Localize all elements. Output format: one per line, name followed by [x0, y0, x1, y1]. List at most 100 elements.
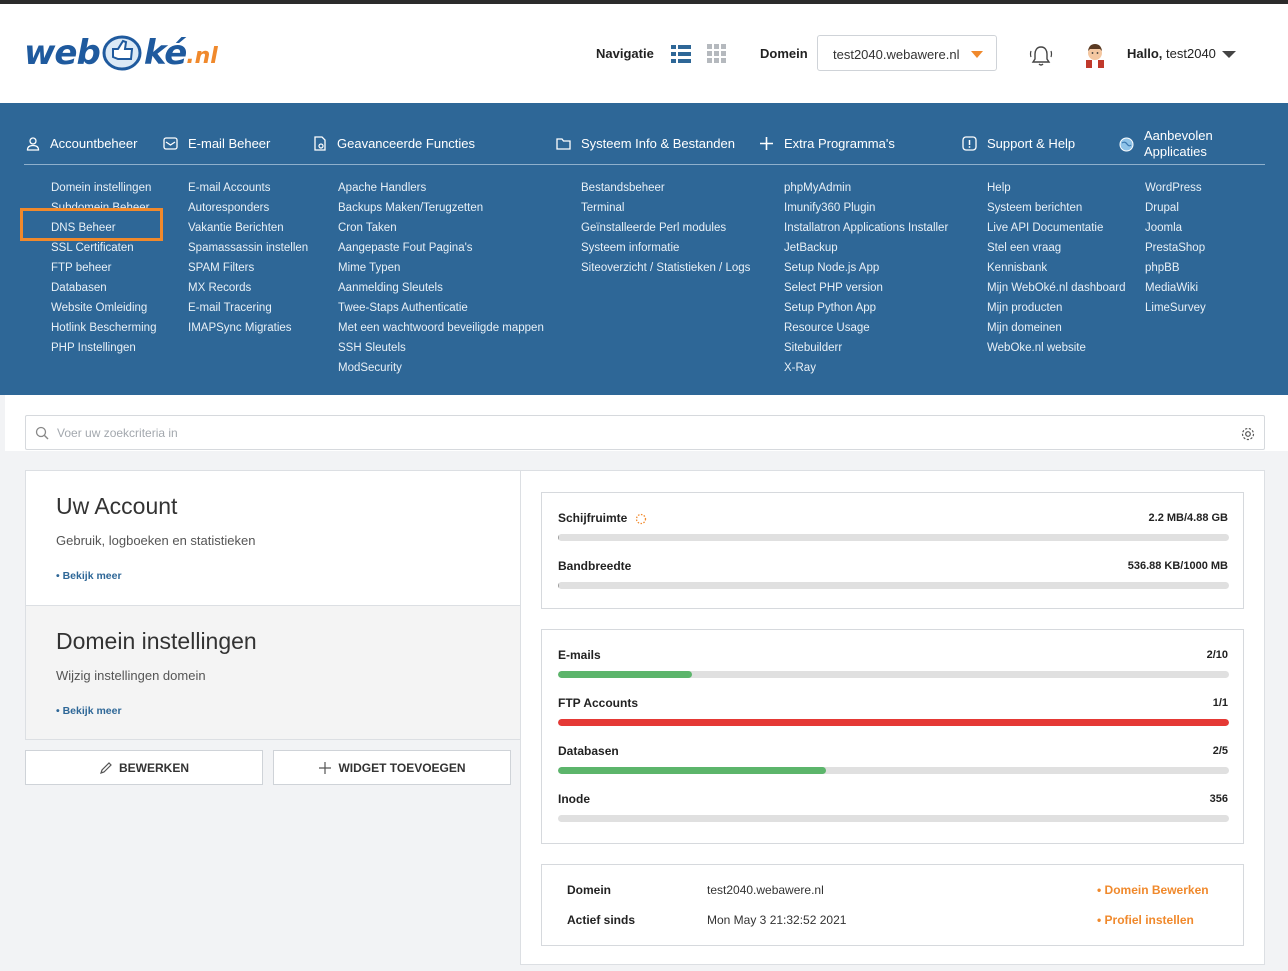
add-widget-button[interactable]: WIDGET TOEVOEGEN: [273, 750, 511, 785]
menu-item[interactable]: SSH Sleutels: [338, 342, 406, 354]
menu-item[interactable]: E-mail Tracering: [188, 302, 272, 314]
menu-item[interactable]: WebOke.nl website: [987, 342, 1086, 354]
inode-bar: [558, 815, 1229, 822]
menu-column-email-beheer: E-mail Accounts Autoresponders Vakantie …: [188, 178, 308, 338]
menu-item[interactable]: Cron Taken: [338, 222, 397, 234]
menu-item[interactable]: SPAM Filters: [188, 262, 255, 274]
menu-item[interactable]: JetBackup: [784, 242, 838, 254]
menu-item[interactable]: Hotlink Bescherming: [51, 322, 157, 334]
menu-item[interactable]: phpBB: [1145, 262, 1180, 274]
menu-column-support-help: Help Systeem berichten Live API Document…: [987, 178, 1126, 358]
domain-card-link[interactable]: • Bekijk meer: [56, 705, 122, 717]
ftp-value: 1/1: [1212, 697, 1228, 709]
pencil-icon: [100, 761, 112, 774]
menu-item[interactable]: SSL Certificaten: [51, 242, 134, 254]
menu-item[interactable]: Terminal: [581, 202, 625, 214]
menu-item[interactable]: Joomla: [1145, 222, 1183, 234]
menu-item[interactable]: Vakantie Berichten: [188, 222, 284, 234]
menu-heading-label: Aanbevolen Applicaties: [1144, 128, 1213, 160]
menu-heading-systeem-info[interactable]: Systeem Info & Bestanden: [556, 136, 735, 151]
menu-item[interactable]: X-Ray: [784, 362, 816, 374]
menu-item[interactable]: Mijn producten: [987, 302, 1063, 314]
menu-item[interactable]: ModSecurity: [338, 362, 402, 374]
menu-item[interactable]: Select PHP version: [784, 282, 883, 294]
user-greeting[interactable]: Hallo, test2040: [1127, 46, 1216, 61]
menu-item[interactable]: Help: [987, 182, 1011, 194]
menu-heading-support-help[interactable]: Support & Help: [962, 136, 1075, 151]
user-menu-chevron-icon[interactable]: [1222, 51, 1236, 58]
logo-text-nl: .nl: [186, 43, 218, 69]
menu-item[interactable]: Aangepaste Fout Pagina's: [338, 242, 473, 254]
menu-item-dns-beheer[interactable]: DNS Beheer: [51, 222, 116, 234]
menu-item[interactable]: Geïnstalleerde Perl modules: [581, 222, 727, 234]
menu-item[interactable]: MX Records: [188, 282, 252, 294]
dns-beheer-highlight: [20, 208, 163, 241]
avatar[interactable]: [1084, 42, 1106, 68]
menu-item[interactable]: Imunify360 Plugin: [784, 202, 876, 214]
menu-item[interactable]: Setup Node.js App: [784, 262, 880, 274]
username: test2040: [1166, 46, 1216, 61]
account-card[interactable]: Uw Account Gebruik, logboeken en statist…: [26, 471, 520, 605]
menu-item[interactable]: Siteoverzicht / Statistieken / Logs: [581, 262, 751, 274]
menu-item[interactable]: Spamassassin instellen: [188, 242, 309, 254]
main-menu: Accountbeheer E-mail Beheer Geavanceerde…: [0, 103, 1288, 395]
grid-view-icon[interactable]: [707, 44, 727, 64]
menu-item[interactable]: FTP beheer: [51, 262, 112, 274]
menu-item[interactable]: WordPress: [1145, 182, 1202, 194]
domain-label: Domein: [760, 46, 808, 61]
menu-item[interactable]: E-mail Accounts: [188, 182, 271, 194]
menu-item[interactable]: IMAPSync Migraties: [188, 322, 292, 334]
menu-item[interactable]: Drupal: [1145, 202, 1179, 214]
menu-item[interactable]: Sitebuilderr: [784, 342, 843, 354]
menu-item[interactable]: Installatron Applications Installer: [784, 222, 949, 234]
menu-item[interactable]: Bestandsbeheer: [581, 182, 665, 194]
menu-item[interactable]: Databasen: [51, 282, 107, 294]
menu-item[interactable]: Stel een vraag: [987, 242, 1062, 254]
menu-item[interactable]: Mijn domeinen: [987, 322, 1062, 334]
menu-item[interactable]: Apache Handlers: [338, 182, 427, 194]
menu-item[interactable]: Aanmelding Sleutels: [338, 282, 443, 294]
menu-item[interactable]: Met een wachtwoord beveiligde mappen: [338, 322, 544, 334]
profile-settings-link[interactable]: • Profiel instellen: [1097, 913, 1194, 927]
menu-item[interactable]: Mijn WebOké.nl dashboard: [987, 282, 1126, 294]
domain-settings-card[interactable]: Domein instellingen Wijzig instellingen …: [26, 605, 520, 739]
menu-item[interactable]: Setup Python App: [784, 302, 877, 314]
info-since-value: Mon May 3 21:32:52 2021: [707, 913, 847, 927]
menu-item[interactable]: MediaWiki: [1145, 282, 1199, 294]
menu-item[interactable]: Backups Maken/Terugzetten: [338, 202, 484, 214]
bell-icon[interactable]: [1028, 43, 1054, 69]
folder-icon: [556, 138, 571, 150]
menu-item[interactable]: Autoresponders: [188, 202, 270, 214]
user-icon: [26, 136, 40, 151]
menu-item[interactable]: LimeSurvey: [1145, 302, 1206, 314]
menu-item[interactable]: Website Omleiding: [51, 302, 148, 314]
menu-heading-email-beheer[interactable]: E-mail Beheer: [163, 136, 270, 151]
menu-heading-accountbeheer[interactable]: Accountbeheer: [26, 136, 137, 151]
menu-item[interactable]: Mime Typen: [338, 262, 401, 274]
gear-icon[interactable]: [1240, 426, 1256, 442]
menu-heading-geavanceerde-functies[interactable]: Geavanceerde Functies: [313, 136, 475, 151]
domain-edit-link[interactable]: • Domein Bewerken: [1097, 883, 1209, 897]
logo-text-web: web: [24, 33, 101, 73]
menu-heading-extra-programmas[interactable]: Extra Programma's: [759, 136, 895, 151]
menu-item[interactable]: phpMyAdmin: [784, 182, 852, 194]
menu-item[interactable]: Systeem informatie: [581, 242, 680, 254]
logo[interactable]: web ké .nl: [24, 28, 218, 78]
search-icon: [35, 426, 49, 440]
menu-item[interactable]: PrestaShop: [1145, 242, 1206, 254]
menu-item[interactable]: Twee-Staps Authenticatie: [338, 302, 468, 314]
domain-select[interactable]: test2040.webawere.nl: [817, 35, 997, 71]
search-input[interactable]: Voer uw zoekcriteria in: [25, 415, 1265, 450]
menu-column-geavanceerde-functies: Apache Handlers Backups Maken/Terugzette…: [338, 178, 544, 378]
account-card-link[interactable]: • Bekijk meer: [56, 570, 122, 582]
list-view-icon[interactable]: [671, 44, 691, 64]
menu-item[interactable]: Systeem berichten: [987, 202, 1083, 214]
domain-card-title: Domein instellingen: [56, 628, 257, 654]
edit-button[interactable]: BEWERKEN: [25, 750, 263, 785]
menu-item[interactable]: Live API Documentatie: [987, 222, 1104, 234]
menu-item[interactable]: Kennisbank: [987, 262, 1048, 274]
menu-item[interactable]: Resource Usage: [784, 322, 870, 334]
menu-heading-aanbevolen-applicaties[interactable]: Aanbevolen Applicaties: [1119, 128, 1213, 160]
menu-item[interactable]: PHP Instellingen: [51, 342, 136, 354]
menu-item[interactable]: Domein instellingen: [51, 182, 152, 194]
